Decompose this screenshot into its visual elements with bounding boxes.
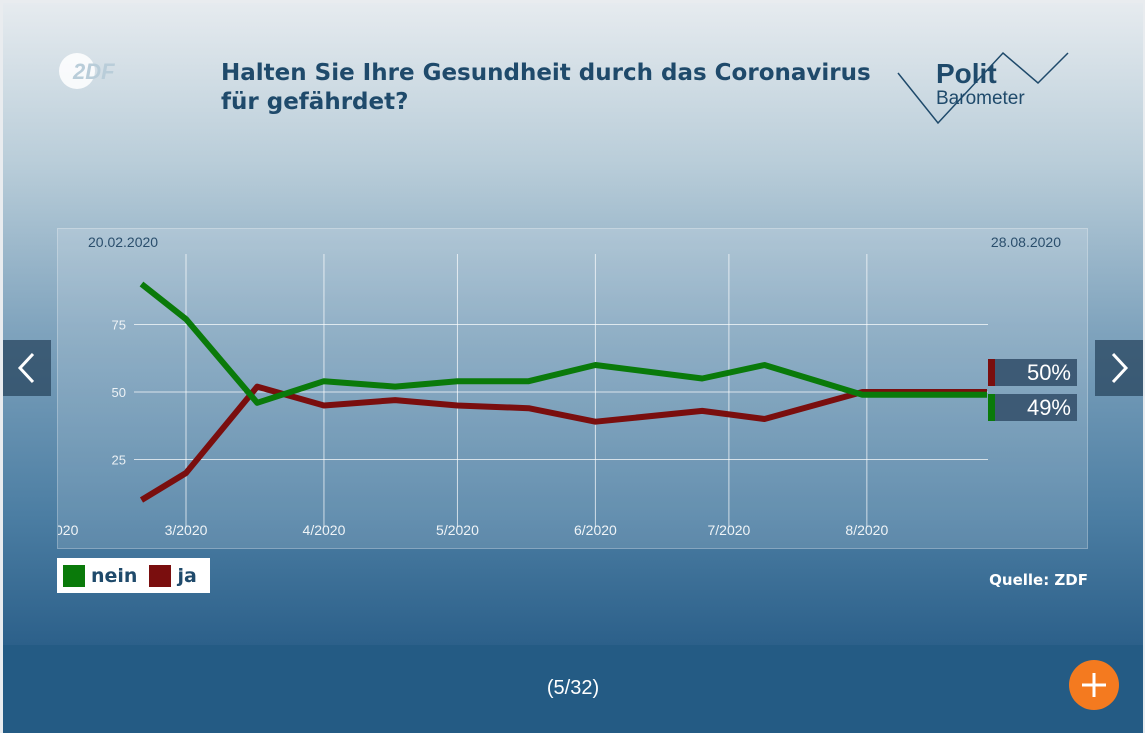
plus-icon <box>1082 673 1106 697</box>
x-tick-label: 8/2020 <box>845 522 888 538</box>
line-chart: 25 50 75 2/2020 3/2020 4/2020 5/2020 6/2020 7/20… <box>58 234 1077 538</box>
previous-slide-button[interactable] <box>3 340 51 396</box>
x-tick-label: 7/2020 <box>707 522 750 538</box>
politbarometer-logo: Polit Barometer <box>893 48 1073 128</box>
series-line-nein <box>139 281 987 406</box>
chevron-right-icon <box>1111 352 1129 384</box>
bottom-bar <box>3 645 1143 733</box>
end-label-box-ja <box>995 359 1077 386</box>
slide: 2DF Halten Sie Ihre Gesundheit durch das… <box>3 3 1143 733</box>
end-label-marker-nein <box>988 394 995 421</box>
legend-swatch-ja <box>149 564 172 587</box>
y-tick-label: 75 <box>112 318 126 333</box>
zdf-logo: 2DF <box>59 53 115 89</box>
slide-title: Halten Sie Ihre Gesundheit durch das Cor… <box>221 60 871 115</box>
x-tick-label: 3/2020 <box>165 522 208 538</box>
series-line-ja <box>139 383 987 503</box>
svg-text:2DF: 2DF <box>72 59 115 84</box>
end-label-marker-ja <box>988 359 995 386</box>
legend: nein ja <box>57 558 210 593</box>
y-tick-label: 50 <box>112 385 126 400</box>
legend-swatch-nein <box>63 564 85 587</box>
end-label-ja: 50% <box>1027 360 1071 385</box>
end-date-label: 28.08.2020 <box>991 234 1061 250</box>
y-tick-label: 25 <box>112 453 126 468</box>
end-label-box-nein <box>995 394 1077 421</box>
x-tick-label: 5/2020 <box>436 522 479 538</box>
chevron-left-icon <box>17 352 35 384</box>
source-label: Quelle: ZDF <box>989 571 1088 589</box>
slide-counter: (5/32) <box>546 677 600 699</box>
x-tick-label: 4/2020 <box>303 522 346 538</box>
next-slide-button[interactable] <box>1095 340 1143 396</box>
legend-label-nein: nein <box>91 564 138 587</box>
start-date-label: 20.02.2020 <box>88 234 158 250</box>
chart-panel: 25 50 75 2/2020 3/2020 4/2020 5/2020 6/2020 7/20… <box>57 228 1088 549</box>
add-button[interactable] <box>1069 660 1119 710</box>
x-tick-label: 6/2020 <box>574 522 617 538</box>
legend-label-ja: ja <box>177 564 197 587</box>
x-tick-label: 2/2020 <box>58 522 79 538</box>
end-label-nein: 49% <box>1027 395 1071 420</box>
